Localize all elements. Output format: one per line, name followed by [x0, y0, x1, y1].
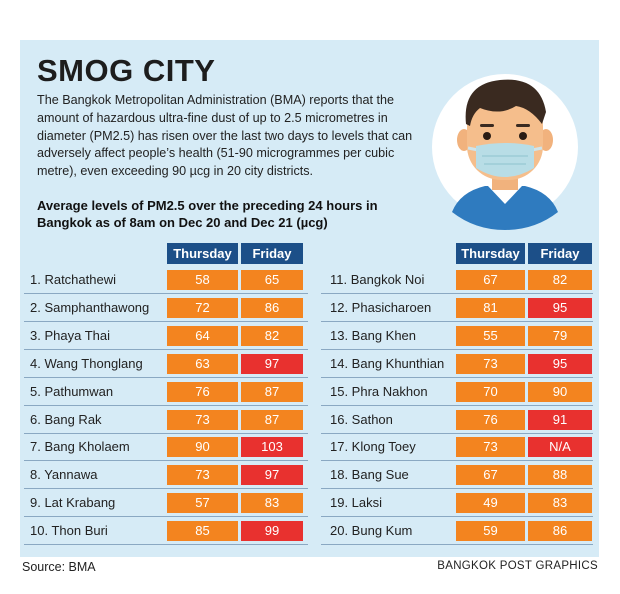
friday-value: 65: [241, 270, 303, 290]
row-divider: [321, 544, 593, 545]
left-eyebrow-shape: [480, 124, 494, 127]
row-divider: [321, 321, 593, 322]
thursday-value: 73: [167, 410, 238, 430]
thursday-value: 72: [167, 298, 238, 318]
district-name: 7. Bang Kholaem: [30, 439, 130, 454]
friday-value: 87: [241, 382, 303, 402]
row-divider: [24, 349, 308, 350]
friday-value: 87: [241, 410, 303, 430]
friday-value: 83: [241, 493, 303, 513]
district-name: 2. Samphanthawong: [30, 300, 150, 315]
row-divider: [24, 488, 308, 489]
friday-value: 82: [528, 270, 592, 290]
district-name: 5. Pathumwan: [30, 384, 114, 399]
hair-shape: [465, 79, 546, 126]
row-divider: [321, 460, 593, 461]
thursday-value: 67: [456, 270, 525, 290]
right-eye-shape: [519, 132, 527, 140]
friday-value: 97: [241, 465, 303, 485]
row-divider: [24, 544, 308, 545]
row-divider: [321, 488, 593, 489]
friday-value: 95: [528, 354, 592, 374]
header-thursday-left: Thursday: [167, 243, 238, 264]
friday-value: 86: [241, 298, 303, 318]
row-divider: [24, 405, 308, 406]
collar-shape: [488, 186, 522, 204]
left-eye-shape: [483, 132, 491, 140]
thursday-value: 49: [456, 493, 525, 513]
friday-value: 103: [241, 437, 303, 457]
district-name: 1. Ratchathewi: [30, 272, 116, 287]
friday-value: 86: [528, 521, 592, 541]
friday-value: 83: [528, 493, 592, 513]
masked-man-illustration: [432, 74, 578, 230]
district-name: 10. Thon Buri: [30, 523, 108, 538]
row-divider: [321, 516, 593, 517]
friday-value: 99: [241, 521, 303, 541]
thursday-value: 64: [167, 326, 238, 346]
district-name: 12. Phasicharoen: [330, 300, 432, 315]
row-divider: [24, 460, 308, 461]
thursday-value: 59: [456, 521, 525, 541]
face-mask-shape: [476, 143, 534, 177]
row-divider: [24, 321, 308, 322]
row-divider: [321, 377, 593, 378]
district-name: 20. Bung Kum: [330, 523, 413, 538]
thursday-value: 55: [456, 326, 525, 346]
friday-value: 79: [528, 326, 592, 346]
row-divider: [321, 433, 593, 434]
friday-value: 82: [241, 326, 303, 346]
district-name: 11. Bangkok Noi: [330, 272, 425, 287]
header-friday-right: Friday: [528, 243, 592, 264]
district-name: 8. Yannawa: [30, 467, 98, 482]
page-title: SMOG CITY: [37, 53, 216, 88]
row-divider: [24, 293, 308, 294]
row-divider: [24, 377, 308, 378]
district-name: 18. Bang Sue: [330, 467, 409, 482]
source-note: Source: BMA: [22, 560, 96, 574]
thursday-value: 81: [456, 298, 525, 318]
shirt-shape: [452, 186, 558, 230]
thursday-value: 73: [456, 437, 525, 457]
thursday-value: 90: [167, 437, 238, 457]
thursday-value: 73: [167, 465, 238, 485]
district-name: 6. Bang Rak: [30, 412, 102, 427]
district-name: 19. Laksi: [330, 495, 383, 510]
row-divider: [321, 405, 593, 406]
thursday-value: 76: [167, 382, 238, 402]
thursday-value: 67: [456, 465, 525, 485]
district-name: 13. Bang Khen: [330, 328, 417, 343]
thursday-value: 76: [456, 410, 525, 430]
friday-value: 95: [528, 298, 592, 318]
district-name: 9. Lat Krabang: [30, 495, 116, 510]
thursday-value: 57: [167, 493, 238, 513]
row-divider: [24, 433, 308, 434]
thursday-value: 70: [456, 382, 525, 402]
thursday-value: 63: [167, 354, 238, 374]
friday-value: N/A: [528, 437, 592, 457]
table-subtitle: Average levels of PM2.5 over the precedi…: [37, 198, 378, 230]
row-divider: [321, 293, 593, 294]
thursday-value: 73: [456, 354, 525, 374]
header-thursday-right: Thursday: [456, 243, 525, 264]
row-divider: [24, 516, 308, 517]
thursday-value: 85: [167, 521, 238, 541]
description-text: The Bangkok Metropolitan Administration …: [37, 93, 413, 179]
graphics-credit: BANGKOK POST GRAPHICS: [437, 560, 598, 572]
friday-value: 91: [528, 410, 592, 430]
district-name: 16. Sathon: [330, 412, 393, 427]
district-name: 3. Phaya Thai: [30, 328, 110, 343]
header-friday-left: Friday: [241, 243, 303, 264]
right-eyebrow-shape: [516, 124, 530, 127]
district-name: 4. Wang Thonglang: [30, 356, 143, 371]
row-divider: [321, 349, 593, 350]
district-name: 17. Klong Toey: [330, 439, 416, 454]
district-name: 15. Phra Nakhon: [330, 384, 428, 399]
thursday-value: 58: [167, 270, 238, 290]
friday-value: 90: [528, 382, 592, 402]
district-name: 14. Bang Khunthian: [330, 356, 445, 371]
friday-value: 88: [528, 465, 592, 485]
friday-value: 97: [241, 354, 303, 374]
